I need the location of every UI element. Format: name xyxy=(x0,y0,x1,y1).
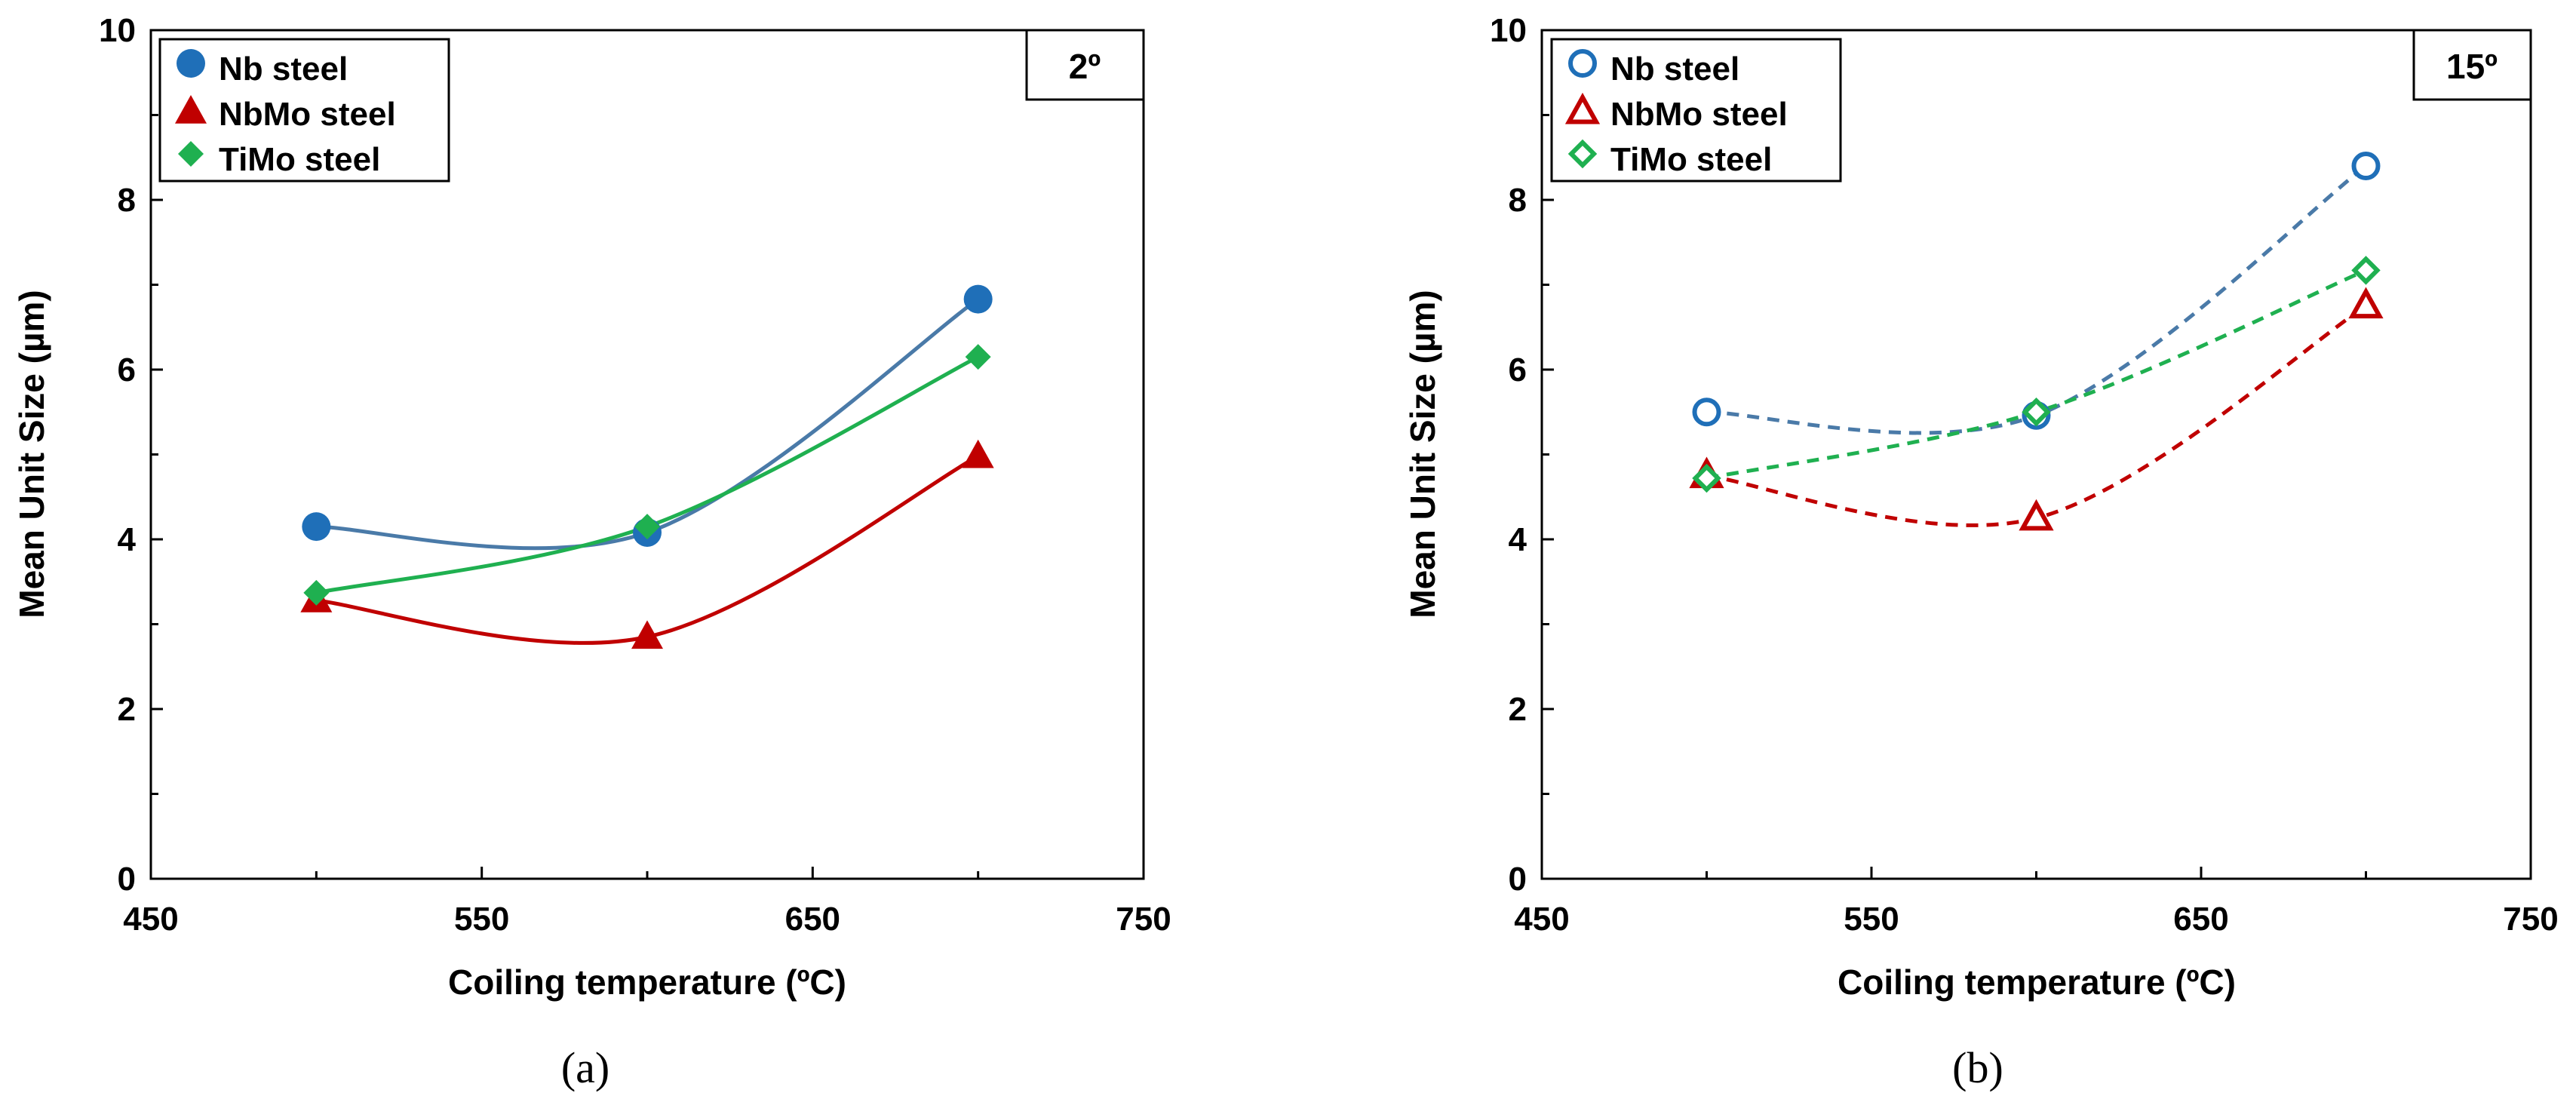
legend-frame xyxy=(1550,38,1842,183)
data-point-nb-steel-500 xyxy=(302,512,331,542)
data-point-timo-steel-600 xyxy=(2022,398,2051,427)
data-point-timo-steel-700 xyxy=(965,344,991,370)
data-point-nbmo-steel-700 xyxy=(962,439,994,468)
legend-marker-timo-steel xyxy=(178,141,204,167)
legend: Nb steel NbMo steel TiMo steel xyxy=(1550,38,1842,183)
panel-b: 0 2 4 6 8 10 450 550 650 750 Coiling temperature… xyxy=(1403,12,2559,1092)
y-axis: 0 2 4 6 8 10 xyxy=(1490,12,1554,898)
legend-label-nbmo-steel: NbMo steel xyxy=(219,96,396,133)
y-tick-label: 10 xyxy=(1490,12,1527,49)
series-line-timo-steel xyxy=(315,355,979,595)
angle-box: 15º xyxy=(2412,29,2532,101)
x-tick-label: 750 xyxy=(1116,901,1171,938)
data-point-timo-steel-500 xyxy=(1692,463,1721,493)
legend-label-timo-steel: TiMo steel xyxy=(219,141,380,178)
y-tick-label: 0 xyxy=(1509,861,1527,898)
legend-marker-nbmo-steel xyxy=(175,94,207,124)
x-tick-label: 650 xyxy=(785,901,840,938)
data-point-nb-steel-700 xyxy=(963,284,993,314)
legend-frame xyxy=(158,38,450,183)
legend-marker-nb-steel xyxy=(1568,49,1597,78)
y-tick-label: 2 xyxy=(118,691,136,728)
angle-box-frame xyxy=(2412,29,2532,101)
series-markers xyxy=(300,284,994,649)
angle-label: 2º xyxy=(1069,47,1101,86)
x-tick-label: 750 xyxy=(2503,901,2558,938)
data-point-nb-steel-700 xyxy=(2351,152,2381,180)
legend-marker-nbmo-steel xyxy=(1564,92,1601,124)
x-tick-label: 550 xyxy=(454,901,509,938)
legend-label-nb-steel: Nb steel xyxy=(1610,51,1739,87)
legend: Nb steel NbMo steel TiMo steel xyxy=(158,38,450,183)
x-axis-label: Coiling temperature (ºC) xyxy=(1838,962,2236,1002)
data-point-timo-steel-700 xyxy=(2351,256,2381,285)
legend-label-nb-steel: Nb steel xyxy=(219,51,348,87)
y-axis-label: Mean Unit Size (µm) xyxy=(1403,290,1442,618)
panel-caption: (b) xyxy=(1952,1043,2003,1092)
series-line-nbmo-steel xyxy=(316,454,979,645)
y-tick-label: 0 xyxy=(118,861,136,898)
x-tick-label: 650 xyxy=(2173,901,2228,938)
data-point-timo-steel-600 xyxy=(634,514,660,540)
angle-box: 2º xyxy=(1025,29,1145,101)
series-lines xyxy=(1706,164,2368,527)
y-tick-label: 8 xyxy=(118,182,136,219)
data-point-timo-steel-500 xyxy=(303,579,330,606)
series-lines xyxy=(315,297,980,645)
panel-caption: (a) xyxy=(561,1043,609,1092)
legend-markers xyxy=(175,49,207,167)
legend-marker-timo-steel xyxy=(1567,139,1598,169)
y-axis: 0 2 4 6 8 10 xyxy=(99,12,163,898)
x-axis-label: Coiling temperature (ºC) xyxy=(448,962,846,1002)
data-point-nbmo-steel-700 xyxy=(2348,287,2384,319)
legend-marker-nb-steel xyxy=(177,49,205,78)
data-point-nb-steel-500 xyxy=(1692,398,1721,427)
y-tick-label: 4 xyxy=(1509,521,1527,558)
x-axis: 450 550 650 750 xyxy=(1514,867,2559,938)
y-tick-label: 10 xyxy=(99,12,136,49)
y-tick-label: 4 xyxy=(118,521,137,558)
angle-box-frame xyxy=(1025,29,1145,101)
angle-label: 15º xyxy=(2446,47,2498,86)
panel-a: 0 2 4 6 8 10 450 550 650 750 Coiling temperature… xyxy=(12,12,1171,1092)
data-point-nbmo-steel-600 xyxy=(2019,499,2054,531)
series-line-timo-steel xyxy=(1706,269,2367,480)
y-tick-label: 8 xyxy=(1509,182,1527,219)
legend-markers xyxy=(1564,49,1601,169)
x-tick-label: 450 xyxy=(123,901,178,938)
x-axis: 450 550 650 750 xyxy=(123,867,1171,938)
legend-label-timo-steel: TiMo steel xyxy=(1610,141,1772,178)
series-markers xyxy=(1689,152,2384,531)
x-tick-label: 550 xyxy=(1844,901,1899,938)
data-point-nbmo-steel-600 xyxy=(631,620,663,649)
y-tick-label: 2 xyxy=(1509,691,1527,728)
series-line-nb-steel xyxy=(316,297,980,551)
y-axis-label: Mean Unit Size (µm) xyxy=(12,290,51,618)
y-tick-label: 6 xyxy=(1509,351,1527,388)
y-tick-label: 6 xyxy=(118,351,136,388)
series-line-nb-steel xyxy=(1706,164,2368,435)
x-tick-label: 450 xyxy=(1514,901,1569,938)
legend-label-nbmo-steel: NbMo steel xyxy=(1610,96,1788,133)
